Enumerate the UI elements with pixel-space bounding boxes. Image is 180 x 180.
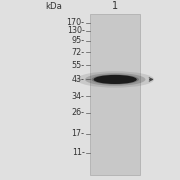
Ellipse shape	[91, 75, 139, 84]
Text: 34-: 34-	[72, 92, 85, 101]
Ellipse shape	[94, 75, 137, 84]
Text: kDa: kDa	[46, 2, 62, 11]
Bar	[90, 14, 140, 175]
Text: 43-: 43-	[72, 75, 85, 84]
Ellipse shape	[85, 73, 145, 86]
Ellipse shape	[76, 71, 154, 88]
Text: 17-: 17-	[72, 129, 85, 138]
Text: 11-: 11-	[72, 148, 85, 157]
Text: 55-: 55-	[71, 61, 85, 70]
Text: 170-: 170-	[67, 18, 85, 27]
Text: 95-: 95-	[71, 37, 85, 46]
Text: 72-: 72-	[71, 48, 85, 57]
Text: 26-: 26-	[72, 108, 85, 117]
Text: 130-: 130-	[67, 26, 85, 35]
Text: 1: 1	[112, 1, 118, 11]
